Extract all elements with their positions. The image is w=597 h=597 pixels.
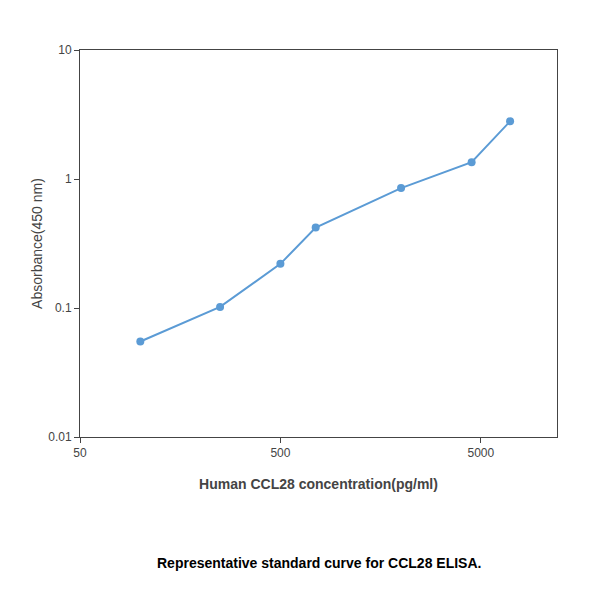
svg-text:5000: 5000: [467, 446, 494, 460]
svg-text:500: 500: [270, 446, 290, 460]
svg-text:Representative standard curve: Representative standard curve for CCL28 …: [157, 555, 481, 571]
svg-text:Absorbance(450 nm): Absorbance(450 nm): [29, 178, 45, 309]
svg-text:0.1: 0.1: [55, 301, 72, 315]
svg-text:50: 50: [73, 446, 87, 460]
svg-text:0.01: 0.01: [48, 430, 72, 444]
svg-text:Human CCL28 concentration(pg/m: Human CCL28 concentration(pg/ml): [199, 476, 438, 492]
svg-text:1: 1: [65, 172, 72, 186]
svg-text:10: 10: [58, 43, 72, 57]
